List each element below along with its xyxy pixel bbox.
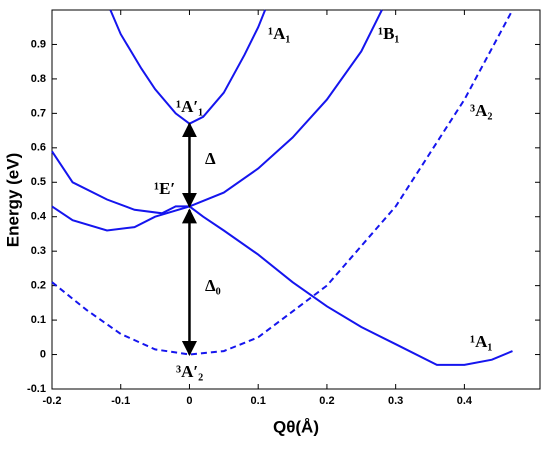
- y-tick-label: 0: [40, 348, 46, 360]
- curve: [51, 9, 383, 232]
- y-tick-label: 0.2: [31, 280, 46, 292]
- x-tick-label: 0: [186, 395, 192, 407]
- annotation: Δ₀: [205, 276, 221, 295]
- curve: [51, 9, 514, 356]
- plot-frame: [51, 9, 541, 390]
- x-tick-label: -0.2: [43, 395, 62, 407]
- annotation: ¹B₁: [378, 24, 400, 43]
- y-tick-label: 0.1: [31, 314, 46, 326]
- y-tick-label: 0.5: [31, 176, 46, 188]
- y-tick-label: -0.1: [27, 383, 46, 395]
- y-tick-label: 0.7: [31, 107, 46, 119]
- x-tick-label: 0.1: [251, 395, 266, 407]
- y-axis-label: Energy (eV): [3, 153, 22, 247]
- annotation: Δ: [205, 149, 216, 168]
- annotation: ¹A′₁: [176, 97, 203, 116]
- annotation: ¹E′: [154, 179, 175, 198]
- x-axis-label: Qθ(Å): [273, 417, 319, 436]
- x-tick-label: 0.4: [457, 395, 473, 407]
- annotation: ¹A₁: [470, 332, 492, 351]
- annotation: ¹A₁: [268, 24, 290, 43]
- x-tick-label: -0.1: [111, 395, 130, 407]
- x-tick-label: 0.3: [388, 395, 403, 407]
- annotation: ³A′₂: [176, 362, 203, 381]
- x-tick-label: 0.2: [319, 395, 334, 407]
- y-tick-label: 0.8: [31, 73, 46, 85]
- y-tick-label: 0.9: [31, 38, 46, 50]
- y-tick-label: 0.4: [31, 211, 47, 223]
- annotation: ³A₂: [470, 101, 492, 120]
- curve: [51, 150, 513, 366]
- y-tick-label: 0.6: [31, 142, 46, 154]
- y-tick-label: 0.3: [31, 245, 46, 257]
